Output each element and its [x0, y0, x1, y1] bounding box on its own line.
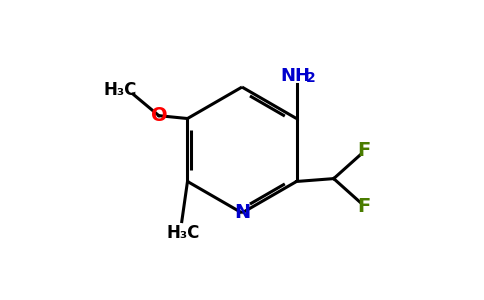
Text: 2: 2: [306, 70, 316, 85]
Text: H₃C: H₃C: [104, 81, 137, 99]
Text: H₃C: H₃C: [166, 224, 200, 242]
Text: NH: NH: [280, 67, 310, 85]
Text: N: N: [234, 203, 250, 222]
Text: O: O: [151, 106, 167, 125]
Text: F: F: [357, 197, 370, 216]
Text: F: F: [357, 141, 370, 160]
